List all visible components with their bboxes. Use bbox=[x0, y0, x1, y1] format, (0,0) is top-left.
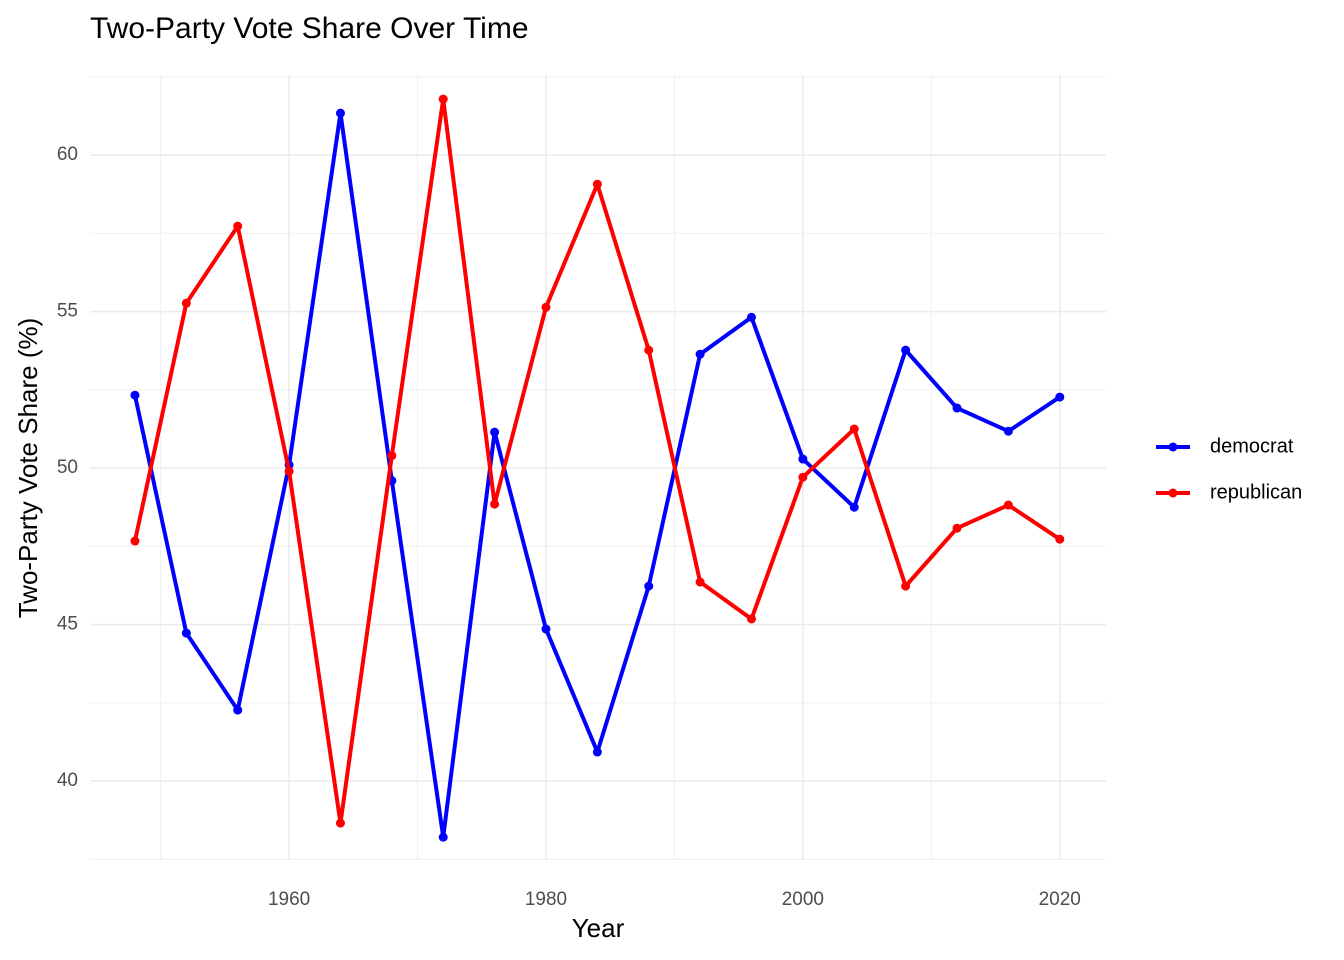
point bbox=[952, 523, 962, 533]
y-tick-label: 40 bbox=[57, 770, 78, 791]
point bbox=[233, 221, 243, 231]
point bbox=[798, 454, 808, 464]
point bbox=[130, 536, 140, 546]
point bbox=[490, 427, 500, 437]
point bbox=[335, 108, 345, 118]
y-axis-label: Two-Party Vote Share (%) bbox=[13, 318, 43, 619]
point bbox=[746, 614, 756, 624]
point bbox=[490, 499, 500, 509]
legend-swatch-point bbox=[1168, 442, 1178, 452]
point bbox=[541, 624, 551, 634]
point bbox=[1055, 534, 1065, 544]
y-tick-label: 45 bbox=[57, 614, 78, 635]
y-tick-label: 50 bbox=[57, 457, 78, 478]
x-axis-label: Year bbox=[572, 913, 625, 943]
point bbox=[695, 349, 705, 359]
line bbox=[133, 111, 1061, 840]
point bbox=[644, 581, 654, 591]
point bbox=[438, 832, 448, 842]
point bbox=[644, 345, 654, 355]
point bbox=[849, 424, 859, 434]
point bbox=[181, 628, 191, 638]
point bbox=[387, 451, 397, 461]
point bbox=[952, 403, 962, 413]
chart-title: Two-Party Vote Share Over Time bbox=[90, 12, 529, 45]
y-tick-label: 60 bbox=[57, 144, 78, 165]
x-tick-label: 2000 bbox=[782, 889, 824, 910]
point bbox=[438, 94, 448, 104]
point bbox=[901, 581, 911, 591]
point bbox=[1055, 392, 1065, 402]
y-tick-label: 55 bbox=[57, 301, 78, 322]
legend-label: republican bbox=[1210, 481, 1302, 503]
point bbox=[849, 502, 859, 512]
point bbox=[335, 818, 345, 828]
point bbox=[181, 298, 191, 308]
point bbox=[130, 390, 140, 400]
point bbox=[746, 312, 756, 322]
point bbox=[233, 705, 243, 715]
point bbox=[1003, 426, 1013, 436]
point bbox=[798, 472, 808, 482]
point bbox=[901, 345, 911, 355]
point bbox=[592, 747, 602, 757]
line bbox=[133, 97, 1061, 826]
point bbox=[695, 577, 705, 587]
x-tick-label: 1980 bbox=[525, 889, 567, 910]
x-tick-label: 1960 bbox=[268, 889, 310, 910]
x-tick-label: 2020 bbox=[1039, 889, 1081, 910]
legend-swatch-point bbox=[1168, 488, 1178, 498]
point bbox=[592, 179, 602, 189]
point bbox=[284, 466, 294, 476]
legend-label: democrat bbox=[1210, 435, 1294, 457]
point bbox=[541, 302, 551, 312]
point bbox=[1003, 500, 1013, 510]
